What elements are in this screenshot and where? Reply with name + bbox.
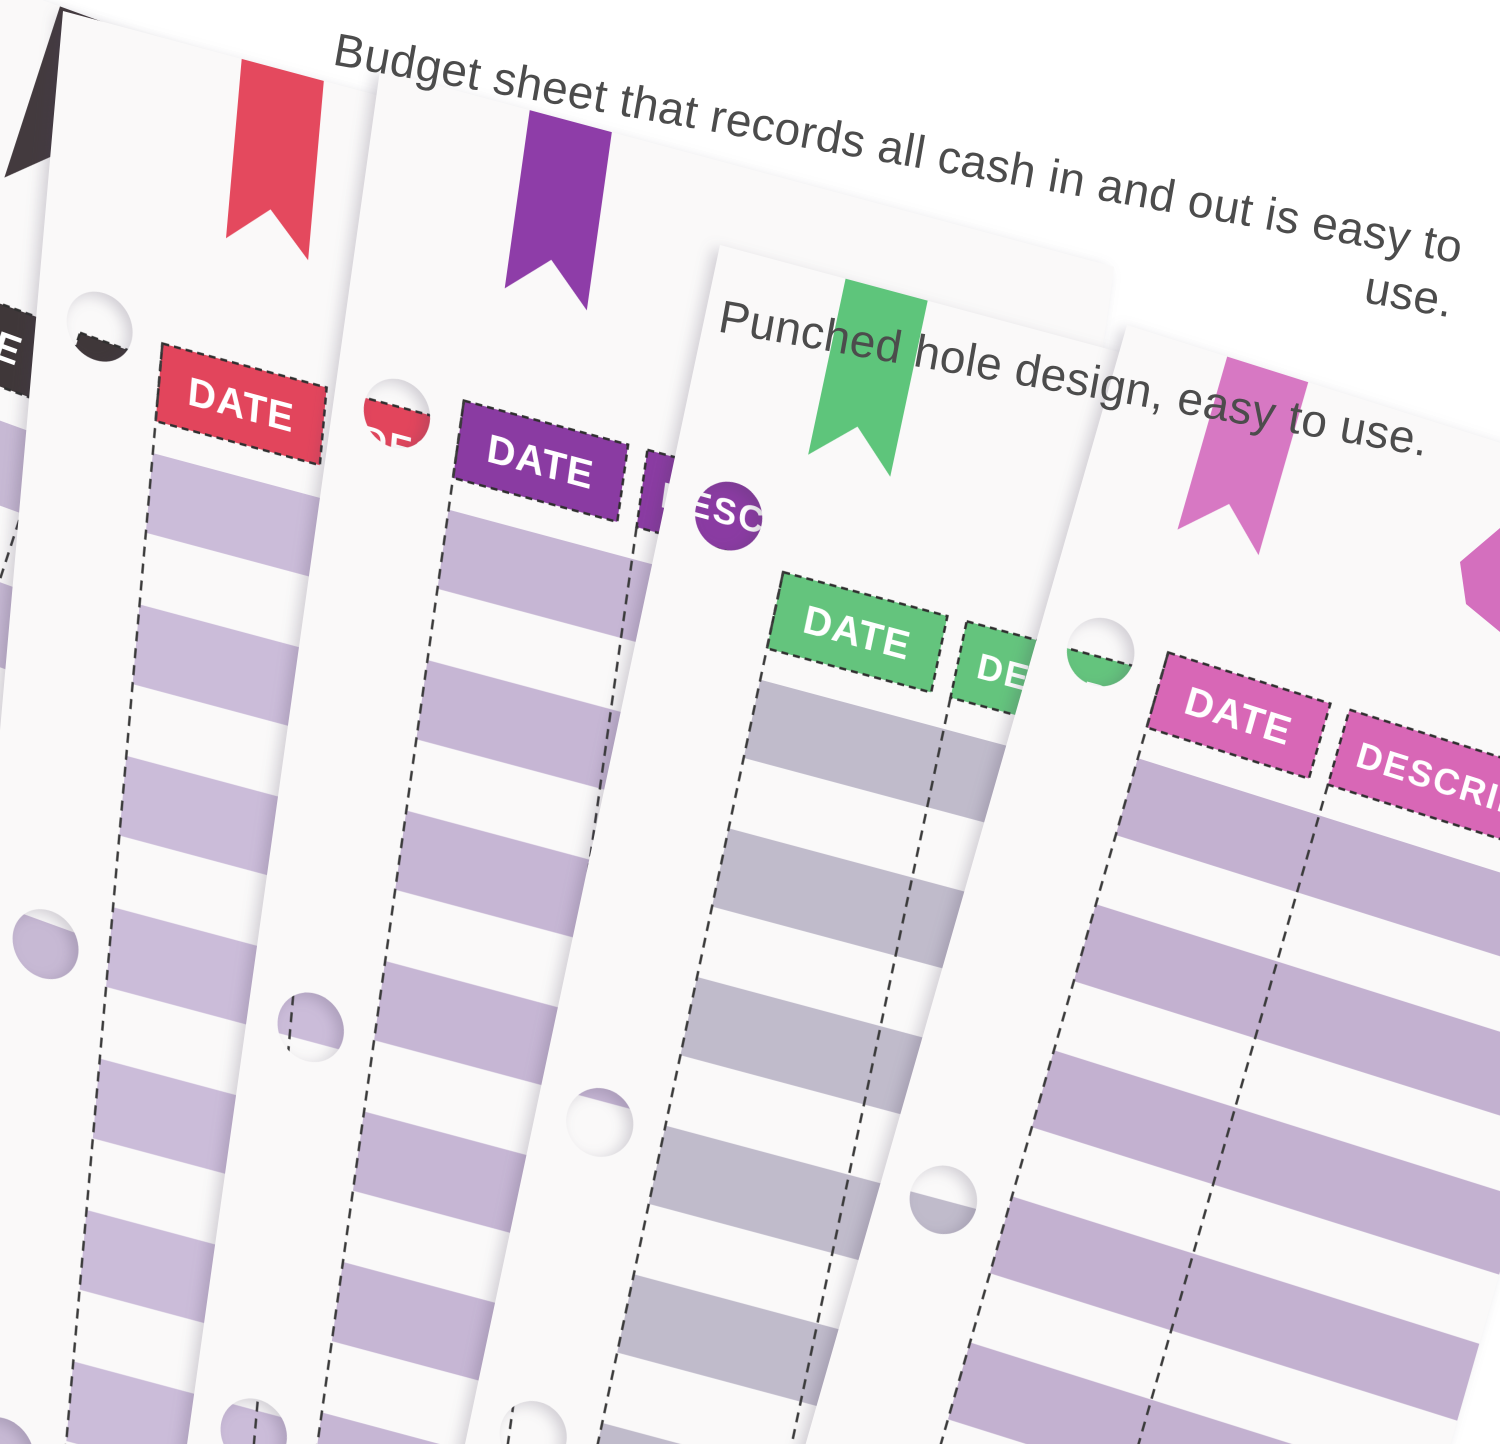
bookmark-ribbon-icon	[226, 58, 324, 261]
description-header-cell	[1326, 708, 1500, 877]
row-stripes	[754, 758, 1500, 1444]
column-divider	[753, 652, 1170, 1444]
column-divider	[469, 571, 785, 1444]
bookmark-ribbon-icon	[808, 278, 928, 477]
column-divider	[254, 400, 466, 1444]
bookmark-ribbon-icon	[504, 110, 612, 311]
bookmark-ribbon-icon	[1177, 356, 1309, 556]
edge-ribbon-tip-icon	[1460, 528, 1500, 632]
column-divider	[30, 343, 164, 1444]
budget-sheet-pink: DATE DESCRIPTION	[630, 325, 1500, 1444]
